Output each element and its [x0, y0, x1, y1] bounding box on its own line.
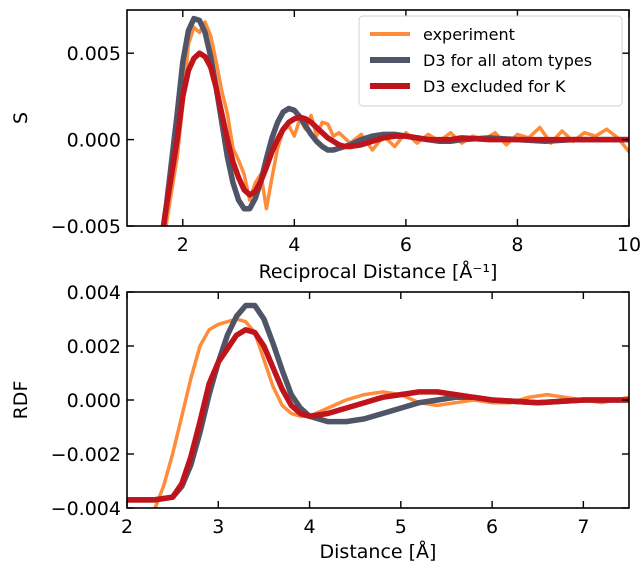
- top-ylabel: S: [10, 112, 32, 124]
- panel-rdf: 2 3 4 5 6 7 −0.004 −0.002 0.000 0.002 0.004 Distan…: [10, 282, 630, 563]
- bottom-ytick-label: 0.000: [67, 390, 121, 412]
- top-plot-frame: [126, 9, 630, 227]
- legend-label-d3-all: D3 for all atom types: [423, 51, 592, 70]
- bottom-xtick-label: 4: [303, 516, 315, 538]
- bottom-ytick-label: −0.004: [51, 498, 121, 520]
- top-series-experiment: [164, 20, 629, 226]
- bottom-ytick-label: −0.002: [51, 444, 121, 466]
- bottom-ylabel: RDF: [10, 381, 32, 420]
- bottom-xtick-label: 2: [121, 516, 133, 538]
- top-xlabel: Reciprocal Distance [Å⁻¹]: [259, 260, 498, 283]
- bottom-xtick-label: 3: [212, 516, 224, 538]
- bottom-ytick-label: 0.004: [67, 282, 121, 304]
- top-ytick-label: 0.000: [67, 130, 121, 152]
- bottom-xlabel: Distance [Å]: [320, 540, 437, 563]
- top-xtick-label: 2: [177, 234, 189, 256]
- legend-label-experiment: experiment: [423, 25, 515, 44]
- legend: experiment D3 for all atom types D3 excl…: [358, 15, 623, 107]
- bottom-xtick-label: 7: [577, 516, 589, 538]
- top-series-lines: [160, 15, 629, 226]
- legend-box: [358, 15, 623, 107]
- legend-label-d3-excluded: D3 excluded for K: [423, 77, 566, 96]
- bottom-ticks: 2 3 4 5 6 7 −0.004 −0.002 0.000 0.002 0.004: [51, 282, 629, 538]
- top-xtick-label: 6: [400, 234, 412, 256]
- top-ytick-label: −0.005: [51, 216, 121, 238]
- bottom-xtick-label: 5: [395, 516, 407, 538]
- top-series-d3-excl: [160, 50, 629, 226]
- bottom-series-d3-excl: [127, 327, 629, 503]
- bottom-xtick-label: 6: [486, 516, 498, 538]
- top-xtick-label: 8: [511, 234, 523, 256]
- bottom-ytick-label: 0.002: [67, 336, 121, 358]
- panel-structure-factor: 2 4 6 8 10 −0.005 0.000 0.005 Reciprocal Distan…: [10, 9, 641, 283]
- top-xtick-label: 10: [617, 234, 641, 256]
- bottom-series-lines: [127, 302, 629, 508]
- top-ticks: 2 4 6 8 10 −0.005 0.000 0.005: [51, 10, 641, 256]
- top-ytick-label: 0.005: [67, 43, 121, 65]
- top-xtick-label: 4: [288, 234, 300, 256]
